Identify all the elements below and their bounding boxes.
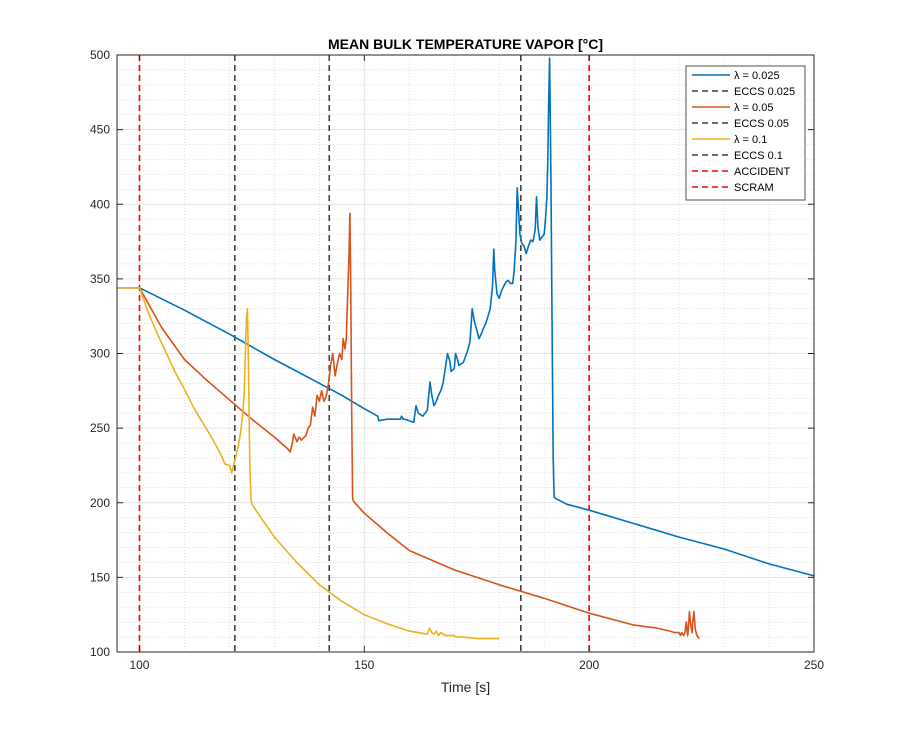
legend: λ = 0.025 ECCS 0.025 λ = 0.05 ECCS 0.05 λ = … [685,65,806,201]
legend-label: ECCS 0.1 [734,150,783,162]
x-axis-label: Time [s] [441,679,490,695]
legend-label: SCRAM [734,182,774,194]
y-tick-label: 450 [90,123,110,137]
y-tick-label: 150 [90,570,110,584]
legend-label: ECCS 0.025 [734,86,795,98]
legend-label: ECCS 0.05 [734,118,789,130]
chart-title: MEAN BULK TEMPERATURE VAPOR [°C] [328,36,603,52]
x-tick-label: 250 [804,658,824,672]
legend-label: ACCIDENT [734,166,791,178]
legend-box [685,65,806,201]
y-tick-label: 500 [90,48,110,62]
series-line-1 [117,212,700,640]
y-tick-label: 200 [90,496,110,510]
axis-ticks: 100 150 200 250 100 150 200 250 300 350 400 450 500 [90,48,824,672]
y-tick-label: 300 [90,347,110,361]
y-tick-label: 100 [90,645,110,659]
x-tick-label: 150 [354,658,374,672]
series-lines [117,57,815,640]
series-line-0 [117,57,815,577]
y-tick-label: 350 [90,272,110,286]
y-tick-label: 250 [90,421,110,435]
x-tick-label: 200 [579,658,599,672]
legend-label: λ = 0.05 [734,102,773,114]
legend-label: λ = 0.025 [734,70,780,82]
legend-label: λ = 0.1 [734,134,767,146]
x-tick-label: 100 [129,658,149,672]
series-line-2 [117,287,500,640]
y-tick-label: 400 [90,197,110,211]
